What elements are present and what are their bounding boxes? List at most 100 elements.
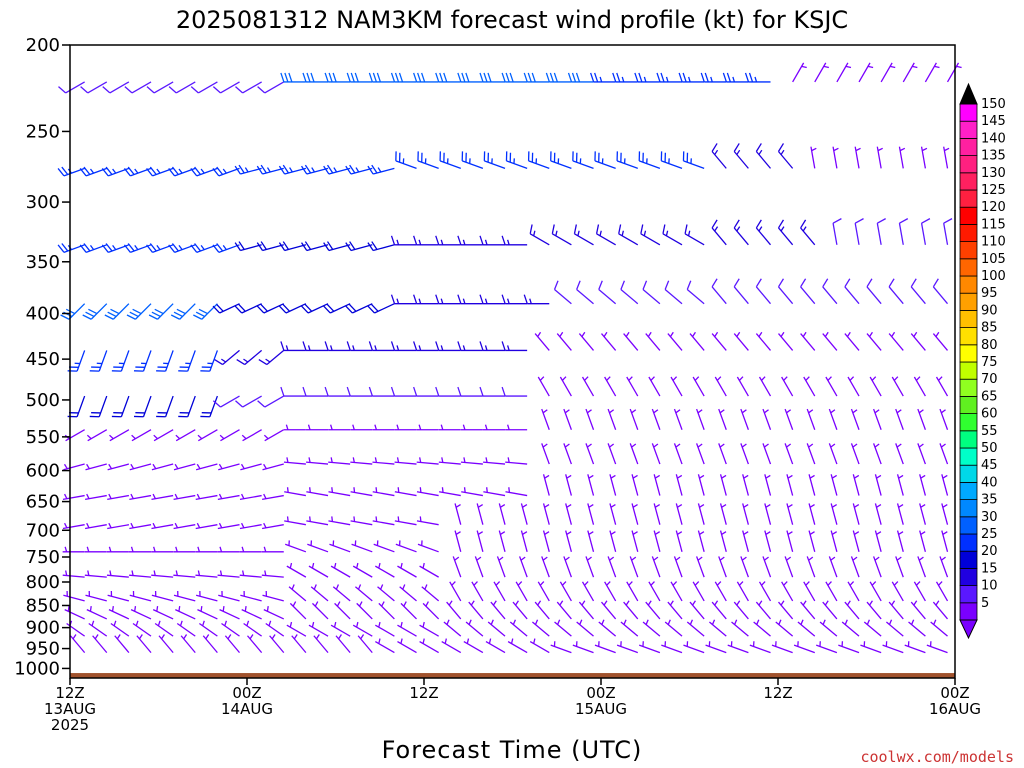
wind-barb: [243, 620, 263, 637]
wind-barb: [323, 164, 351, 175]
wind-barb: [441, 638, 462, 654]
wind-barb: [457, 386, 483, 397]
wind-barb: [129, 591, 152, 602]
wind-barb: [719, 503, 727, 525]
colorbar-swatch: [959, 223, 978, 242]
wind-barb: [793, 641, 815, 654]
wind-barb: [439, 151, 461, 169]
wind-barb: [873, 408, 882, 430]
wind-barb: [910, 278, 926, 305]
wind-barb: [895, 556, 904, 578]
wind-barb: [377, 584, 395, 602]
wind-barb: [173, 546, 196, 553]
wind-barb: [64, 429, 85, 442]
wind-barb: [202, 634, 218, 654]
wind-barb: [82, 303, 108, 320]
wind-barb: [648, 376, 661, 397]
wind-barb: [168, 81, 196, 94]
wind-barb: [852, 474, 860, 496]
wind-barb: [631, 530, 639, 552]
colorbar-label: 100: [981, 269, 1006, 284]
wind-barb: [350, 487, 373, 497]
wind-barb: [218, 463, 240, 471]
wind-barb: [736, 376, 749, 397]
colorbar-swatch: [959, 258, 978, 277]
wind-barb: [638, 151, 661, 169]
wind-barb: [863, 619, 882, 637]
colorbar-swatch: [959, 585, 978, 604]
wind-barb: [609, 503, 617, 525]
wind-barb: [946, 62, 962, 83]
plot-area: [57, 44, 962, 679]
wind-barb: [286, 621, 307, 637]
wind-barb: [413, 294, 439, 305]
wind-barb: [697, 474, 705, 496]
wind-barb: [446, 600, 462, 620]
wind-barb: [195, 546, 218, 553]
wind-barb: [891, 581, 904, 602]
wind-barb: [419, 562, 439, 578]
wind-barb: [711, 331, 727, 351]
x-tick-label: 15AUG: [575, 700, 627, 718]
wind-barb: [501, 72, 528, 83]
wind-barb: [80, 81, 108, 94]
wind-barb: [930, 619, 948, 637]
wind-barb: [375, 638, 395, 654]
wind-barb: [239, 522, 262, 530]
wind-barb: [372, 457, 395, 465]
colorbar-label: 110: [981, 235, 1006, 250]
wind-barb: [792, 62, 807, 83]
wind-barb: [86, 429, 108, 442]
wind-barb: [755, 331, 772, 351]
wind-barb: [661, 641, 683, 654]
y-tick-label: 250: [26, 121, 60, 142]
wind-barb: [413, 72, 439, 83]
wind-barb: [146, 81, 174, 94]
wind-barb: [102, 81, 130, 94]
colorbar-label: 10: [981, 579, 998, 594]
wind-barb: [262, 463, 284, 471]
wind-barb: [300, 241, 329, 252]
wind-barb: [301, 303, 329, 314]
wind-barb: [898, 218, 909, 245]
wind-barb: [917, 556, 926, 578]
wind-barb: [667, 331, 683, 351]
colorbar-label: 90: [981, 303, 998, 318]
wind-barb: [830, 530, 838, 552]
wind-barb: [218, 591, 240, 602]
wind-barb: [151, 493, 174, 501]
wind-barb: [330, 621, 351, 637]
wind-barb: [670, 376, 683, 397]
wind-barb: [822, 331, 838, 351]
wind-barb: [559, 581, 572, 602]
wind-barb: [234, 164, 262, 175]
wind-barb: [328, 457, 351, 465]
wind-barb: [69, 634, 86, 654]
wind-barb: [221, 620, 240, 637]
wind-barb: [891, 376, 904, 397]
wind-barb: [656, 72, 683, 83]
y-tick-label: 700: [26, 520, 60, 541]
wind-barb: [874, 530, 882, 552]
wind-barb: [736, 581, 749, 602]
wind-barb: [852, 503, 860, 525]
wind-barb: [832, 218, 842, 245]
wind-barb: [784, 408, 794, 430]
wind-barb: [151, 546, 174, 553]
wind-barb: [278, 303, 307, 314]
wind-barb: [651, 443, 661, 465]
wind-barb: [731, 619, 749, 637]
wind-barb: [866, 600, 882, 620]
wind-barb: [417, 540, 439, 553]
wind-barb: [941, 530, 949, 552]
colorbar-arrow-top: [959, 82, 978, 105]
wind-barb: [686, 280, 705, 305]
wind-barb: [631, 474, 639, 496]
wind-barb: [60, 303, 86, 320]
wind-barb: [697, 503, 705, 525]
colorbar-swatch: [959, 155, 978, 174]
colorbar-swatch: [959, 292, 978, 311]
wind-barbs: [57, 62, 962, 654]
wind-barb: [537, 376, 550, 397]
wind-barb: [62, 522, 85, 530]
